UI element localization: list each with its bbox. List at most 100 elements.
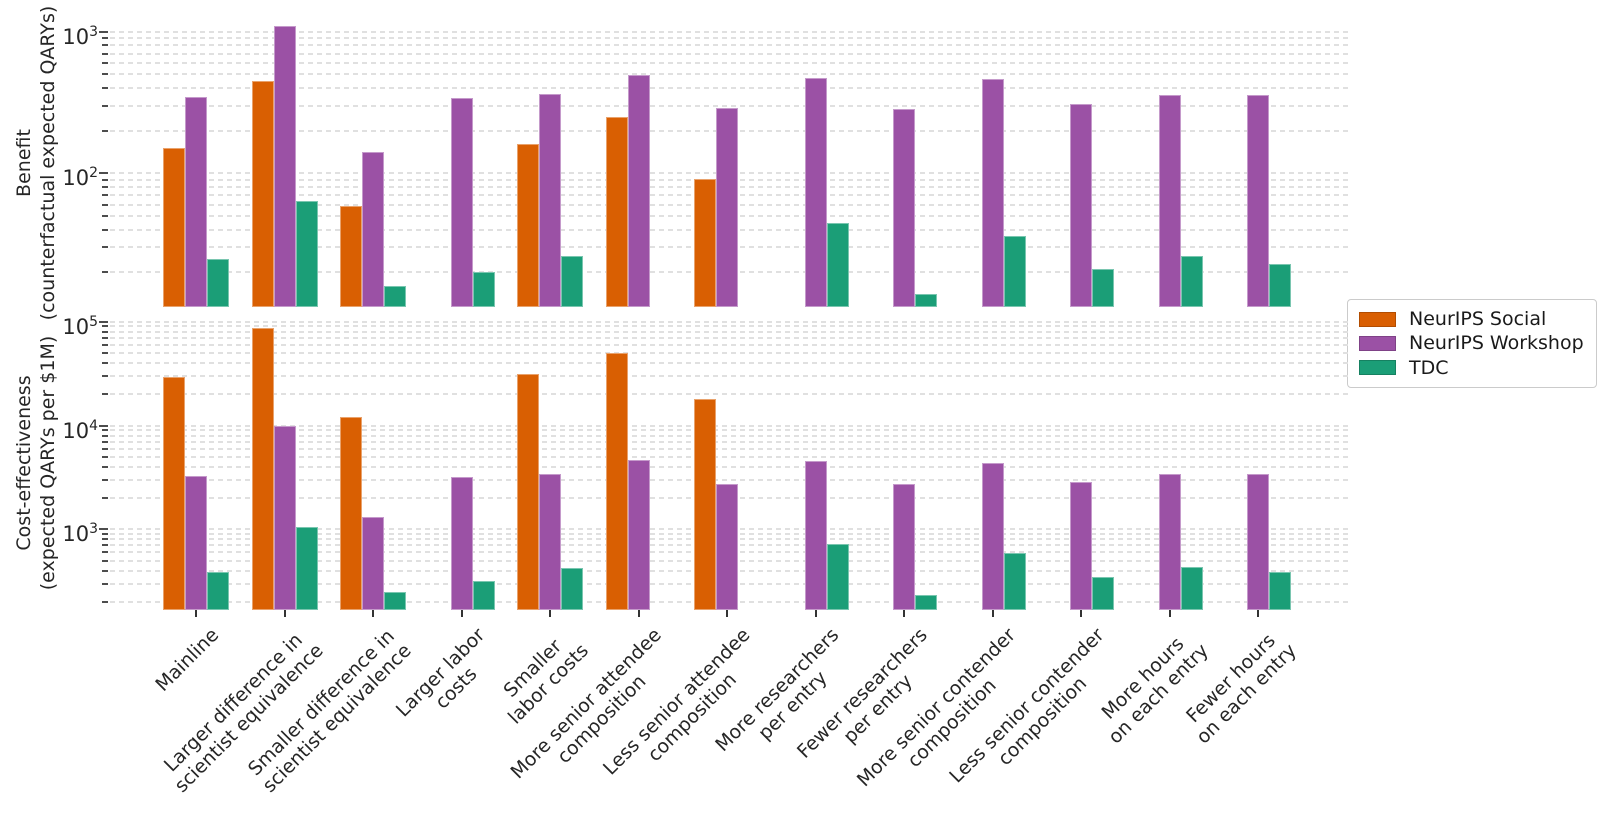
bar-tdc	[915, 294, 937, 307]
y-minor-tick	[102, 246, 108, 249]
bar-neurips-social	[163, 377, 185, 610]
y-minor-tick	[102, 215, 108, 218]
bar-tdc	[826, 222, 849, 307]
x-tick	[1080, 610, 1082, 617]
legend-item: NeurIPS Social	[1359, 308, 1585, 330]
y-minor-tick	[102, 551, 108, 554]
y-minor-tick	[102, 393, 108, 396]
y-minor-tick	[102, 559, 108, 562]
y-minor-tick	[102, 87, 108, 90]
bar-tdc	[207, 571, 229, 610]
legend-item-label: TDC	[1409, 356, 1449, 379]
y-minor-tick	[102, 330, 108, 333]
gridline	[110, 52, 1348, 55]
bar-neurips-workshop	[627, 75, 650, 307]
bar-tdc	[1003, 236, 1026, 307]
gridline	[110, 362, 1348, 364]
y-minor-tick	[102, 62, 108, 65]
bar-tdc	[384, 591, 406, 610]
legend-item: NeurIPS Workshop	[1359, 332, 1585, 354]
x-tick	[372, 610, 374, 617]
bar-neurips-workshop	[539, 94, 561, 307]
y-minor-tick	[102, 497, 108, 500]
bar-neurips-workshop	[893, 484, 915, 610]
y-tick-label: 105	[62, 313, 98, 339]
bar-neurips-workshop	[804, 461, 827, 610]
gridline	[110, 393, 1348, 396]
legend-swatch-tdc	[1359, 360, 1396, 376]
benefit-plot-area: 102 103	[62, 18, 1348, 307]
x-tick	[1257, 610, 1259, 617]
y-minor-tick	[102, 434, 108, 437]
gridline	[110, 330, 1348, 333]
gridline	[110, 336, 1348, 339]
gridline	[110, 455, 1348, 458]
y-minor-tick	[102, 455, 108, 458]
cost-effectiveness-plot-area: 103 104 105	[62, 314, 1348, 610]
gridline	[110, 465, 1348, 468]
bar-neurips-social	[517, 374, 539, 610]
gridline	[110, 351, 1348, 354]
x-tick	[637, 610, 640, 617]
gridline	[110, 478, 1348, 481]
legend-item-label: NeurIPS Workshop	[1409, 332, 1584, 355]
x-tick	[549, 610, 551, 617]
x-tick	[726, 610, 728, 617]
y-minor-tick	[102, 429, 108, 432]
bar-neurips-workshop	[981, 79, 1004, 307]
bar-neurips-workshop	[981, 463, 1004, 610]
bar-neurips-social	[605, 353, 628, 610]
gridline	[110, 434, 1348, 437]
gridline	[110, 429, 1348, 432]
bar-neurips-workshop	[450, 477, 473, 610]
bar-neurips-workshop	[627, 460, 650, 610]
y-minor-tick	[102, 447, 108, 450]
y-minor-tick	[102, 178, 108, 181]
bar-neurips-social	[694, 178, 716, 307]
x-tick	[460, 610, 463, 617]
y-minor-tick	[102, 44, 108, 47]
gridline	[110, 440, 1348, 443]
bar-neurips-workshop	[1070, 104, 1092, 307]
legend-item-label: NeurIPS Social	[1409, 308, 1547, 331]
gridline	[110, 320, 1348, 323]
bar-tdc	[295, 527, 318, 610]
y-major-tick	[99, 320, 108, 323]
bar-neurips-social	[163, 148, 185, 307]
bar-neurips-workshop	[185, 475, 207, 610]
gridline	[110, 62, 1348, 65]
gridline	[110, 325, 1348, 328]
x-tick	[814, 610, 817, 617]
x-tick	[195, 610, 197, 617]
y-minor-tick	[102, 52, 108, 55]
bar-neurips-workshop	[893, 109, 915, 307]
bar-neurips-workshop	[273, 26, 296, 307]
legend-swatch-neurips-social	[1359, 311, 1396, 327]
x-tick	[991, 610, 994, 617]
x-tick	[903, 610, 905, 617]
y-minor-tick	[102, 186, 108, 189]
y-minor-tick	[102, 538, 108, 541]
y-minor-tick	[102, 600, 108, 603]
gridline	[110, 30, 1348, 33]
x-tick	[1168, 610, 1171, 617]
bar-neurips-workshop	[185, 97, 207, 307]
y-minor-tick	[102, 325, 108, 328]
bar-neurips-workshop	[1070, 481, 1092, 610]
bar-neurips-workshop	[539, 473, 561, 610]
y-minor-tick	[102, 129, 108, 132]
gridline	[110, 447, 1348, 450]
legend-item: TDC	[1359, 357, 1585, 379]
bar-tdc	[207, 258, 229, 307]
bar-neurips-workshop	[362, 152, 384, 307]
gridline	[110, 37, 1348, 40]
y-minor-tick	[102, 104, 108, 107]
bar-neurips-social	[605, 116, 628, 307]
y-minor-tick	[102, 478, 108, 481]
x-tick-label: Mainline	[151, 624, 224, 696]
x-tick-label: Larger labor costs	[391, 624, 490, 722]
gridline	[110, 44, 1348, 47]
bar-tdc	[561, 256, 583, 307]
bar-tdc	[295, 200, 318, 307]
bar-tdc	[1180, 256, 1203, 307]
